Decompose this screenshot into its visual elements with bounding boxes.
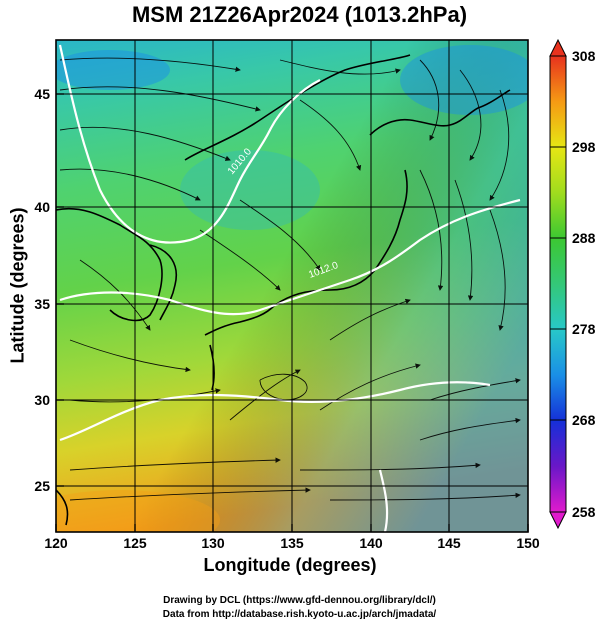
x-tick-label: 120 xyxy=(44,535,68,551)
colorbar: 308 298 288 278 268 258 xyxy=(549,38,596,530)
colorbar-min-arrow xyxy=(549,511,567,530)
colorbar-tick-label: 268 xyxy=(572,412,596,428)
x-axis-label: Longitude (degrees) xyxy=(203,555,377,575)
y-tick-label: 45 xyxy=(34,86,50,102)
colorbar-tick-label: 288 xyxy=(572,230,596,246)
y-axis: 45 40 35 30 25 xyxy=(34,86,64,494)
temperature-field: 1010.0 1012.0 xyxy=(56,40,528,532)
graticule xyxy=(56,40,528,532)
x-tick-label: 130 xyxy=(201,535,225,551)
x-tick-label: 135 xyxy=(280,535,304,551)
x-tick-label: 145 xyxy=(437,535,461,551)
footer-credit-data: Data from http://database.rish.kyoto-u.a… xyxy=(162,609,437,620)
y-axis-label: Latitude (degrees) xyxy=(7,207,28,364)
x-tick-label: 140 xyxy=(359,535,383,551)
colorbar-tick-label: 308 xyxy=(572,48,596,64)
colorbar-max-arrow xyxy=(549,38,567,57)
y-tick-label: 35 xyxy=(34,296,50,312)
y-tick-label: 40 xyxy=(34,199,50,215)
x-tick-label: 150 xyxy=(516,535,540,551)
colorbar-tick-label: 278 xyxy=(572,321,596,337)
x-tick-label: 125 xyxy=(123,535,147,551)
footer-credit-drawing: Drawing by DCL (https://www.gfd-dennou.o… xyxy=(163,595,436,606)
colorbar-tick-label: 258 xyxy=(572,504,596,520)
wind-streamlines xyxy=(59,57,521,501)
y-tick-label: 30 xyxy=(34,392,50,408)
colorbar-tick-label: 298 xyxy=(572,139,596,155)
x-axis: 120 125 130 135 140 145 150 xyxy=(44,524,540,551)
chart-title: MSM 21Z26Apr2024 (1013.2hPa) xyxy=(131,2,468,27)
colorbar-scale xyxy=(549,55,567,513)
y-tick-label: 25 xyxy=(34,478,50,494)
